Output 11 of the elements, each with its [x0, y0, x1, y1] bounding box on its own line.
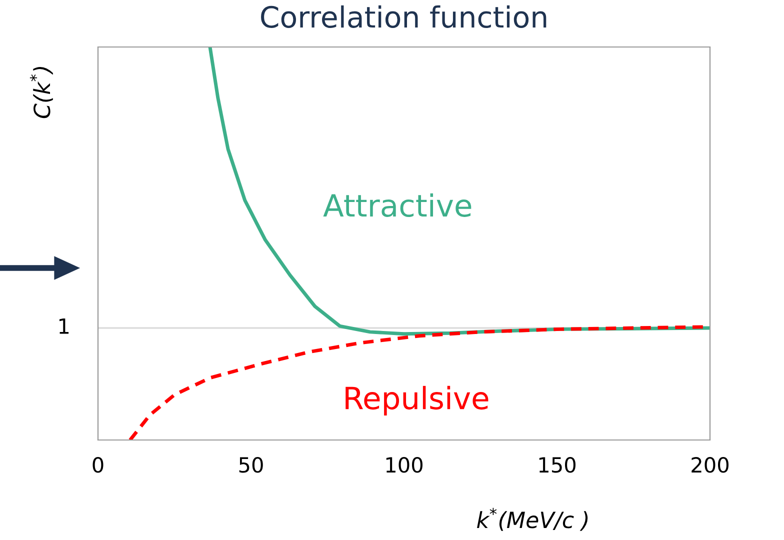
text: 1: [59, 318, 69, 334]
x-tick-label: 200: [692, 457, 728, 473]
x-tick-label: 150: [539, 457, 576, 473]
chart-title: Correlation function: [261, 5, 546, 28]
y-axis-title: C(k$^{*}$): [30, 66, 53, 118]
x-tick-label: 50: [239, 457, 263, 473]
x-tick-label: 0: [92, 457, 104, 473]
series-label: Attractive: [323, 193, 472, 217]
x-tick-label: 100: [386, 457, 422, 473]
series-label: Repulsive: [346, 386, 488, 416]
x-axis-title: k$^{*}$(MeV/c ): [477, 508, 588, 531]
